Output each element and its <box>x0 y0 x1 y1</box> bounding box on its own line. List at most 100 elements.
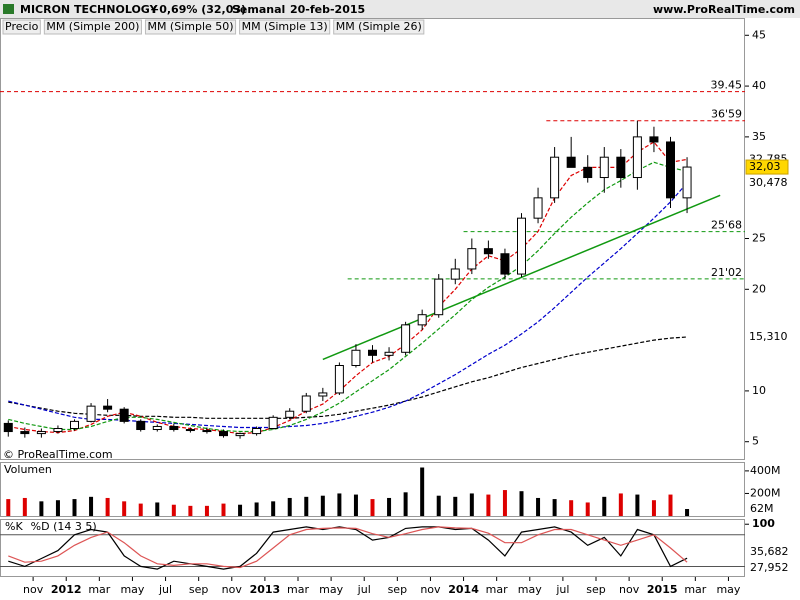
period: Semanal <box>232 3 285 16</box>
volume-bar <box>221 503 226 516</box>
candle-body <box>169 425 179 431</box>
x-tick-label: jul <box>555 583 569 596</box>
volume-frame <box>0 462 745 517</box>
value-tag: 32,03 <box>749 160 781 173</box>
volume-bar <box>519 491 524 516</box>
candle-body <box>599 156 609 179</box>
candle-body <box>185 429 195 432</box>
volume-bar <box>403 492 408 516</box>
candle-body <box>632 136 642 179</box>
panel-title: Volumen <box>4 463 52 476</box>
candle-body <box>583 166 593 179</box>
candle-body <box>351 349 361 367</box>
legend-box <box>2 19 41 35</box>
candle-body <box>301 395 311 412</box>
legend-box <box>333 19 425 35</box>
x-tick-label: nov <box>222 583 243 596</box>
volume-bar <box>171 504 176 516</box>
x-tick-label: 2012 <box>51 583 82 596</box>
price-frame <box>0 18 745 460</box>
title: MICRON TECHNOLOGY <box>20 3 159 16</box>
volume-bar <box>89 496 94 516</box>
x-tick-label: nov <box>420 583 441 596</box>
value-tag: 30,478 <box>749 176 788 189</box>
volume-bar <box>353 494 358 516</box>
moving-average <box>8 161 688 433</box>
y-tick-label: 20 <box>752 282 766 295</box>
candle-body <box>434 278 444 316</box>
volume-bar <box>502 490 507 516</box>
candle-body <box>517 217 526 275</box>
candle-body <box>36 431 46 435</box>
legend-item: %D (14 3 5) <box>31 520 97 533</box>
x-tick-label: mar <box>287 583 309 596</box>
candle-body <box>401 324 411 353</box>
volume-bar <box>651 500 656 516</box>
y-tick-label: 5 <box>752 435 759 448</box>
legend-item: Precio <box>5 20 39 33</box>
volume-bar <box>370 499 375 516</box>
volume-bar <box>6 499 11 516</box>
candle-body <box>483 248 493 255</box>
candle-body <box>450 268 460 280</box>
volume-bar <box>618 493 623 516</box>
site: www.ProRealTime.com <box>653 3 795 16</box>
value-tag-bg <box>746 329 788 344</box>
candle-body <box>417 314 427 326</box>
volume-bar <box>552 499 557 516</box>
volume-bar <box>287 497 292 516</box>
x-tick-label: may <box>120 583 144 596</box>
volume-bar <box>387 497 392 516</box>
volume-bar <box>55 500 60 516</box>
volume-bar <box>72 499 77 516</box>
copyright: © ProRealTime.com <box>3 448 113 461</box>
candle-body <box>334 365 344 394</box>
legend-box <box>144 19 237 35</box>
candle-body <box>500 253 510 275</box>
level-label: 25'68 <box>711 219 742 232</box>
legend-item: MM (Simple 26) <box>336 20 422 33</box>
x-tick-label: sep <box>189 583 208 596</box>
value-tag-bg <box>746 175 788 190</box>
volume-bar <box>122 501 127 516</box>
candle-body <box>285 410 295 418</box>
legend-item: %K <box>5 520 23 533</box>
x-tick-label: mar <box>684 583 706 596</box>
candle-body <box>467 248 477 270</box>
volume-bar <box>254 502 259 516</box>
volume-bar <box>585 502 590 516</box>
x-tick-label: nov <box>23 583 44 596</box>
y-tick-label: 10 <box>752 384 766 397</box>
legend-item: MM (Simple 200) <box>46 20 139 33</box>
candle-body <box>566 156 576 168</box>
moving-average <box>8 182 688 429</box>
volume-bar <box>204 505 209 516</box>
x-tick-label: 2013 <box>250 583 281 596</box>
candle-body <box>119 408 129 422</box>
volume-bar <box>188 505 193 516</box>
logo <box>3 4 14 14</box>
volume-bar <box>271 501 276 516</box>
volume-bar <box>635 494 640 516</box>
candle-body <box>384 351 394 356</box>
candle-body <box>53 428 63 433</box>
y-tick-label: 45 <box>752 28 766 41</box>
change: +0,69% (32,03) <box>150 3 246 16</box>
x-tick-label: mar <box>486 583 508 596</box>
header-bar <box>0 0 800 18</box>
y-tick-label: 35 <box>752 130 766 143</box>
value-tag: 62M <box>750 502 774 515</box>
candle-body <box>235 433 245 437</box>
x-tick-label: 2015 <box>647 583 678 596</box>
volume-bar <box>337 493 342 516</box>
volume-bar <box>138 503 143 516</box>
candle-body <box>318 392 328 397</box>
plot: Precio MM (Simple 200) MM (Simple 50) MM (S… <box>0 19 789 596</box>
volume-bar <box>453 496 458 516</box>
volume-bar <box>486 494 491 516</box>
volume-bar <box>569 500 574 516</box>
stoch-frame <box>0 519 745 577</box>
candle-body <box>649 136 659 143</box>
value-tag-bg <box>745 159 789 175</box>
